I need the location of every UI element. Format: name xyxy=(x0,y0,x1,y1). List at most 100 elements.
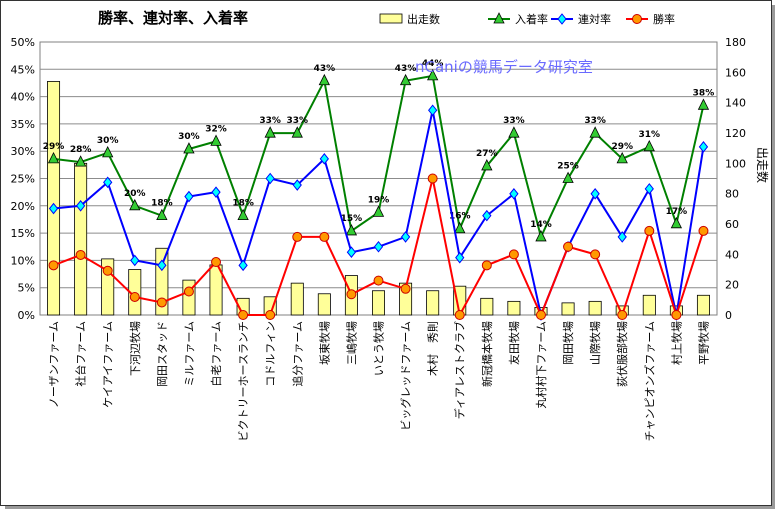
point-winplace-7 xyxy=(210,134,222,146)
x-tick-label: ディアレストクラブ xyxy=(453,321,467,419)
legend-swatch-bar xyxy=(379,13,403,24)
point-rentai-25 xyxy=(698,141,709,153)
point-winplace-1 xyxy=(47,151,60,164)
bar-15 xyxy=(426,290,440,316)
point-rentai-3 xyxy=(103,176,113,189)
y-left-tick-label: 25% xyxy=(11,173,35,186)
chart-title: 勝率、連対率、入着率 xyxy=(98,9,249,27)
data-label-8: 18% xyxy=(232,199,254,209)
point-winplace-3 xyxy=(102,145,114,158)
data-label-24: 17% xyxy=(666,207,688,217)
x-tick-label: 平野牧場 xyxy=(696,321,710,365)
y-left-tick-label: 45% xyxy=(11,63,35,76)
x-tick-label: ビクトリーホースランチ xyxy=(237,321,250,441)
point-win-25 xyxy=(698,225,709,236)
data-label-10: 33% xyxy=(286,116,308,126)
point-winplace-18 xyxy=(508,126,520,138)
point-winplace-15 xyxy=(427,68,439,81)
y-right-tick-label: 0 xyxy=(725,309,732,322)
point-win-24 xyxy=(671,310,682,320)
point-winplace-21 xyxy=(589,126,601,138)
x-tick-label: チャンピオンズファーム xyxy=(642,321,656,441)
point-winplace-19 xyxy=(535,230,547,242)
y-right-axis-label: 出走数 xyxy=(755,147,770,183)
y-right-tick-label: 40 xyxy=(725,248,739,261)
point-win-17 xyxy=(481,260,492,271)
point-rentai-17 xyxy=(482,209,492,222)
x-tick-label: いとう牧場 xyxy=(372,321,386,376)
point-winplace-2 xyxy=(74,155,87,167)
x-tick-label: 下河辺牧場 xyxy=(128,321,142,376)
point-win-20 xyxy=(563,241,574,252)
x-tick-label: 岡田スタッド xyxy=(156,321,169,387)
y-right-tick-label: 120 xyxy=(725,127,746,140)
y-right-tick-label: 20 xyxy=(725,279,739,292)
point-winplace-23 xyxy=(643,139,655,152)
x-tick-label: 友田牧場 xyxy=(507,321,521,365)
point-rentai-5 xyxy=(157,259,167,272)
point-rentai-12 xyxy=(346,246,357,259)
point-winplace-12 xyxy=(345,224,358,236)
point-winplace-9 xyxy=(264,126,276,138)
data-label-22: 29% xyxy=(611,142,633,152)
point-rentai-21 xyxy=(590,187,600,200)
bar-13 xyxy=(372,290,385,316)
data-label-9: 33% xyxy=(259,116,281,126)
x-tick-label: ケイアイファーム xyxy=(102,321,115,408)
point-win-21 xyxy=(590,249,601,260)
data-label-13: 19% xyxy=(368,195,390,205)
bar-25 xyxy=(696,294,710,316)
bar-6 xyxy=(182,279,196,316)
point-win-13 xyxy=(373,275,384,286)
legend-marker xyxy=(632,14,642,24)
point-winplace-8 xyxy=(237,208,249,221)
point-win-1 xyxy=(48,260,59,271)
point-winplace-11 xyxy=(318,73,330,86)
x-tick-label: 岡田牧場 xyxy=(561,321,575,365)
x-tick-label: 白老ファーム xyxy=(209,321,223,387)
data-label-20: 25% xyxy=(557,162,579,172)
point-win-22 xyxy=(617,310,628,320)
y-right-tick-label: 160 xyxy=(725,66,746,79)
point-rentai-6 xyxy=(184,190,194,203)
point-winplace-25 xyxy=(697,98,710,110)
bar-20 xyxy=(561,302,575,316)
point-win-11 xyxy=(319,231,330,242)
data-label-1: 29% xyxy=(43,142,65,152)
y-right-tick-label: 60 xyxy=(725,218,739,231)
legend-marker xyxy=(557,13,567,25)
y-left-tick-label: 50% xyxy=(11,36,35,49)
bar-18 xyxy=(507,300,521,316)
data-label-21: 33% xyxy=(584,116,606,126)
y-left-tick-label: 35% xyxy=(11,118,35,131)
point-rentai-23 xyxy=(644,183,654,195)
point-win-3 xyxy=(102,265,113,276)
point-win-6 xyxy=(183,286,194,297)
x-tick-label: 村上牧場 xyxy=(669,321,683,365)
point-winplace-24 xyxy=(670,216,683,229)
point-win-12 xyxy=(346,289,357,300)
point-rentai-8 xyxy=(238,259,248,272)
x-tick-label: 追分ファーム xyxy=(290,321,304,387)
point-winplace-10 xyxy=(291,126,303,138)
data-label-15: 44% xyxy=(422,59,444,69)
legend-marker xyxy=(493,12,505,24)
x-tick-label: 木村 秀則 xyxy=(426,321,440,376)
bar-23 xyxy=(642,294,656,316)
point-win-18 xyxy=(508,249,519,260)
point-win-4 xyxy=(129,291,140,302)
point-rentai-14 xyxy=(400,231,411,243)
point-winplace-5 xyxy=(156,208,168,221)
data-label-3: 30% xyxy=(97,136,119,146)
legend-label: 出走数 xyxy=(407,12,440,26)
y-left-tick-label: 30% xyxy=(11,145,35,158)
bar-2 xyxy=(74,162,88,316)
x-tick-label: ビッグレッドファーム xyxy=(399,321,413,431)
data-label-12: 15% xyxy=(341,214,363,224)
point-win-16 xyxy=(454,310,465,320)
x-tick-label: コドルフィン xyxy=(264,321,277,387)
point-rentai-7 xyxy=(211,186,221,198)
data-label-16: 16% xyxy=(449,212,471,222)
point-win-8 xyxy=(238,310,249,320)
